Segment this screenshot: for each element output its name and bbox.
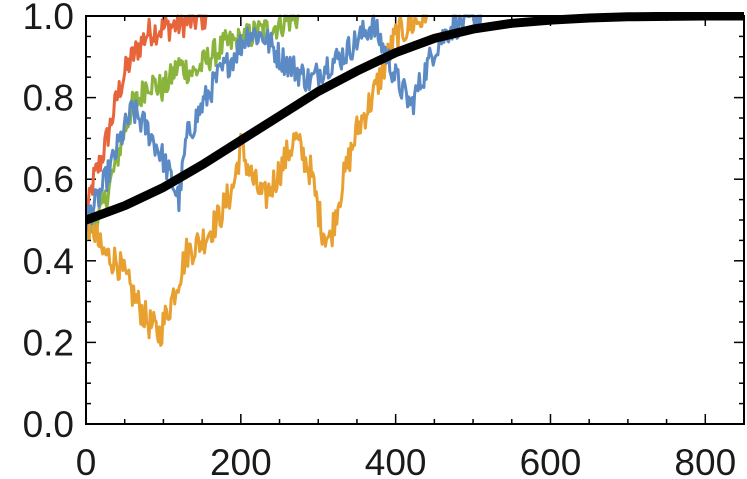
y-tick-label: 0.4 [23,241,74,282]
x-tick-label: 0 [76,442,97,479]
tick-labels-layer: 0 200 400 600 800 0.0 0.2 0.4 0.6 0.8 1.0 [23,0,737,479]
x-tick-label: 200 [210,442,272,479]
mean-curve [86,12,744,225]
plot-frame [85,15,745,425]
x-tick-label: 400 [365,442,427,479]
series-line-3 [86,14,429,347]
series-line-2 [86,14,301,242]
y-tick-label: 1.0 [23,0,74,37]
y-tick-label: 0.6 [23,159,74,200]
y-tick-label: 0.8 [23,78,74,119]
x-tick-label: 600 [520,442,582,479]
series-layer [86,12,744,347]
y-tick-label: 0.0 [23,404,74,445]
series-line-4 [86,14,483,233]
y-tick-label: 0.2 [23,322,74,363]
x-tick-label: 800 [674,442,736,479]
series-line-1 [86,14,208,222]
